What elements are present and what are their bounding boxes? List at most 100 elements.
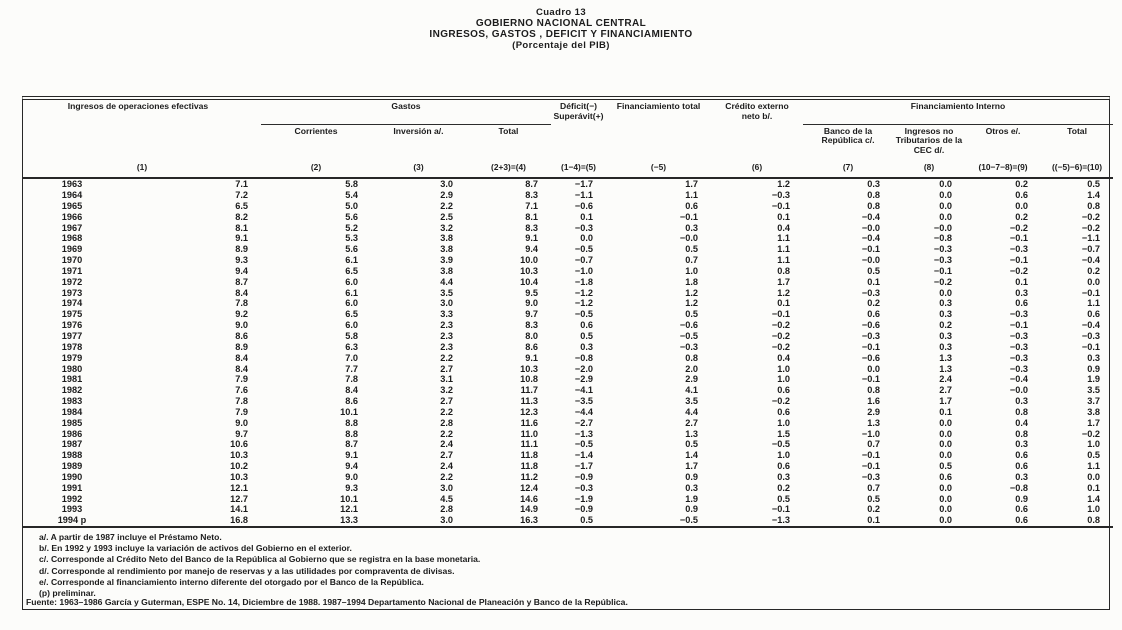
value-cell: 2.2 <box>440 406 453 417</box>
table-row: 1968 9.1 5.3 3.8 9.1 0.0 −0.0 1.1 −0.4 −0.8 −0.1 −1… <box>23 233 1113 244</box>
value-cell: 16.3 <box>520 515 538 526</box>
value-cell: 10.1 <box>340 493 358 504</box>
value-cell: 6.1 <box>345 287 358 298</box>
value-cell: 1.7 <box>685 179 698 190</box>
formula-1: (1) <box>23 158 261 179</box>
year-cell: 1972 <box>61 276 83 287</box>
group-header-fin-interno: Financiamiento Interno <box>803 100 1114 125</box>
title-org: GOBIERNO NACIONAL CENTRAL <box>475 18 647 29</box>
value-cell: 6.5 <box>235 200 248 211</box>
table-row: 1989 10.2 9.4 2.4 11.8 −1.7 1.7 0.6 −0.1 0.5 0.6 1.… <box>23 461 1113 472</box>
value-cell: 0.2 <box>1015 179 1028 190</box>
value-cell: −0.9 <box>574 471 593 482</box>
value-cell: −0.3 <box>861 471 880 482</box>
value-cell: 2.8 <box>440 504 453 515</box>
value-cell: 0.2 <box>939 320 952 331</box>
value-cell: −0.6 <box>861 320 880 331</box>
value-cell: 0.8 <box>1087 515 1101 526</box>
table-body: 1963 7.1 5.8 3.0 8.7 −1.7 1.7 1.2 0.3 0.0 0.2 0.5 19… <box>23 178 1113 527</box>
value-cell: 0.1 <box>1087 482 1101 493</box>
value-cell: 11.3 <box>520 396 538 407</box>
value-cell: 1.4 <box>1087 493 1101 504</box>
value-cell: −0.1 <box>933 265 952 276</box>
value-cell: 0.8 <box>1015 406 1028 417</box>
value-cell: 16.8 <box>230 515 248 526</box>
value-cell: 0.6 <box>1015 450 1028 461</box>
value-cell: 0.3 <box>777 471 790 482</box>
header-inversion: Inversión a/. <box>393 125 444 136</box>
value-cell: 8.7 <box>345 439 358 450</box>
value-cell: 0.8 <box>1087 200 1101 211</box>
value-cell: 8.1 <box>525 211 538 222</box>
value-cell: 0.9 <box>1087 363 1101 374</box>
value-cell: 0.5 <box>867 265 880 276</box>
formula-3: (3) <box>371 158 466 179</box>
value-cell: 3.8 <box>440 265 453 276</box>
year-cell: 1966 <box>61 211 83 222</box>
value-cell: −0.3 <box>1009 363 1028 374</box>
value-cell: 11.8 <box>520 461 538 472</box>
footnote: a/. A partir de 1987 incluye el Préstamo… <box>39 532 222 542</box>
value-cell: −0.2 <box>933 276 952 287</box>
value-cell: −0.3 <box>861 287 880 298</box>
title-unit: (Porcentaje del PIB) <box>512 40 610 51</box>
value-cell: −0.1 <box>1009 255 1028 266</box>
value-cell: 0.5 <box>685 309 698 320</box>
formula-5: (1−4)=(5) <box>551 158 606 179</box>
value-cell: −2.7 <box>574 417 593 428</box>
value-cell: −2.0 <box>574 363 593 374</box>
value-cell: −0.3 <box>1009 341 1028 352</box>
value-cell: 10.3 <box>520 363 538 374</box>
value-cell: 0.3 <box>1015 287 1028 298</box>
value-cell: 6.0 <box>345 320 358 331</box>
value-cell: 1.4 <box>1087 190 1101 201</box>
fiscal-table: Ingresos de operaciones efectivas Gastos… <box>23 100 1114 528</box>
value-cell: 5.6 <box>345 211 358 222</box>
value-cell: 0.6 <box>1087 309 1101 320</box>
year-cell: 1971 <box>61 265 83 276</box>
value-cell: 6.5 <box>345 265 358 276</box>
value-cell: −0.3 <box>1009 309 1028 320</box>
value-cell: 0.0 <box>939 515 952 526</box>
value-cell: 0.6 <box>1015 461 1028 472</box>
value-cell: 2.3 <box>440 320 453 331</box>
value-cell: −0.2 <box>771 396 790 407</box>
header-total-gastos: Total <box>498 125 519 136</box>
value-cell: 8.3 <box>525 190 538 201</box>
value-cell: 1.0 <box>1087 439 1101 450</box>
value-cell: −1.9 <box>574 493 593 504</box>
value-cell: 0.5 <box>685 244 698 255</box>
value-cell: −0.0 <box>679 233 698 244</box>
value-cell: 0.2 <box>777 482 790 493</box>
value-cell: −0.2 <box>1081 211 1101 222</box>
table-row: 1965 6.5 5.0 2.2 7.1 −0.6 0.6 −0.1 0.8 0.0 0.0 0.8 <box>23 201 1113 212</box>
value-cell: −0.5 <box>574 439 593 450</box>
value-cell: −0.2 <box>1009 265 1028 276</box>
value-cell: 6.3 <box>345 341 358 352</box>
value-cell: −0.2 <box>771 320 790 331</box>
year-cell: 1981 <box>61 374 83 385</box>
value-cell: −0.6 <box>861 352 880 363</box>
value-cell: 10.3 <box>230 471 248 482</box>
value-cell: −0.0 <box>861 222 880 233</box>
value-cell: 0.5 <box>580 515 593 526</box>
value-cell: −0.1 <box>861 244 880 255</box>
value-cell: 3.0 <box>440 515 453 526</box>
value-cell: 2.9 <box>867 406 880 417</box>
footnote: d/. Corresponde al rendimiento por manej… <box>39 565 455 576</box>
value-cell: 1.4 <box>685 450 698 461</box>
footnote: (p) preliminar. <box>39 588 96 599</box>
value-cell: 0.1 <box>777 298 790 309</box>
value-cell: 1.8 <box>685 276 698 287</box>
value-cell: −0.4 <box>861 233 880 244</box>
value-cell: −0.3 <box>1081 330 1101 341</box>
value-cell: 14.9 <box>520 504 538 515</box>
value-cell: 8.2 <box>235 211 248 222</box>
value-cell: 0.4 <box>777 352 790 363</box>
value-cell: 0.2 <box>867 504 880 515</box>
value-cell: 2.3 <box>440 341 453 352</box>
value-cell: 0.0 <box>939 287 952 298</box>
value-cell: 1.9 <box>685 493 698 504</box>
value-cell: 1.5 <box>777 428 790 439</box>
header-credito-externo: Crédito externo neto b/. <box>725 101 789 121</box>
